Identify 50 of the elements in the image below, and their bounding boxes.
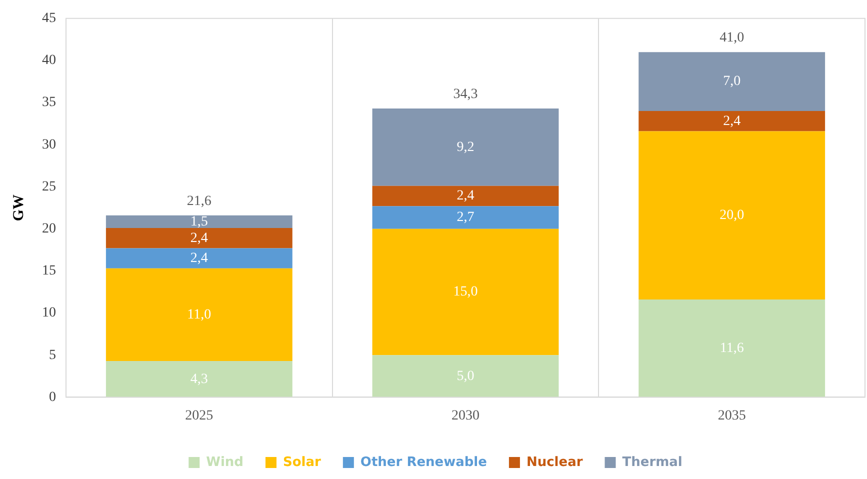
bar: [106, 248, 292, 268]
bar: [106, 268, 292, 362]
y-tick-label: 0: [49, 390, 56, 405]
bar: [638, 110, 826, 132]
bar: [372, 108, 559, 186]
y-tick-label: 20: [42, 222, 56, 237]
data-label: 15,0: [453, 284, 478, 300]
y-tick-label: 25: [42, 179, 56, 194]
data-label: 4,3: [190, 372, 208, 387]
bar: [638, 300, 826, 398]
data-label: 7,0: [723, 74, 741, 90]
legend-label: Nuclear: [526, 454, 584, 470]
data-label: 11,0: [187, 307, 212, 322]
data-label: 9,2: [456, 140, 474, 155]
y-tick-label: 40: [42, 53, 56, 68]
y-axis-title: GW: [10, 194, 27, 222]
bar: [106, 215, 292, 228]
data-label: 2,4: [190, 230, 208, 246]
data-label: 11,6: [720, 341, 744, 356]
x-tick-label: 2035: [718, 408, 746, 424]
bar: [372, 206, 559, 229]
legend-label: Solar: [282, 454, 322, 470]
total-label: 21,6: [186, 194, 212, 210]
bar: [106, 228, 292, 248]
bar: [372, 228, 559, 356]
data-label: 2,4: [723, 114, 741, 129]
bar: [372, 355, 559, 398]
bar: [372, 186, 559, 206]
y-tick-label: 35: [42, 95, 56, 110]
data-label: 20,0: [720, 208, 744, 224]
data-label: 2,4: [456, 188, 474, 204]
data-label: 2,4: [190, 250, 208, 266]
data-label: 2,7: [456, 210, 474, 226]
y-tick-label: 10: [42, 306, 56, 321]
bar: [106, 361, 292, 398]
data-label: 5,0: [456, 368, 474, 384]
y-tick-label: 15: [42, 264, 56, 279]
data-label: 1,5: [190, 214, 208, 230]
legend-label: Thermal: [622, 454, 682, 470]
x-tick-label: 2030: [452, 408, 480, 424]
y-tick-label: 30: [42, 137, 56, 152]
x-tick-label: 2025: [185, 408, 214, 424]
y-tick-label: 45: [42, 11, 56, 26]
bar: [638, 131, 826, 300]
bar: [638, 52, 826, 111]
total-label: 41,0: [720, 30, 744, 46]
total-label: 34,3: [453, 87, 478, 102]
legend-label: Other Renewable: [360, 454, 488, 470]
legend-label: Wind: [206, 454, 244, 470]
y-tick-label: 5: [49, 348, 56, 363]
